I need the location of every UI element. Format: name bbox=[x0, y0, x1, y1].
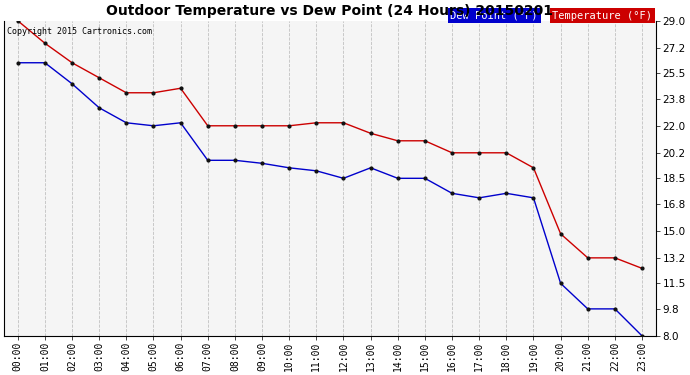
Title: Outdoor Temperature vs Dew Point (24 Hours) 20150201: Outdoor Temperature vs Dew Point (24 Hou… bbox=[106, 4, 553, 18]
Text: Copyright 2015 Cartronics.com: Copyright 2015 Cartronics.com bbox=[8, 27, 152, 36]
Text: Dew Point (°F): Dew Point (°F) bbox=[451, 11, 538, 21]
Text: Temperature (°F): Temperature (°F) bbox=[553, 11, 652, 21]
